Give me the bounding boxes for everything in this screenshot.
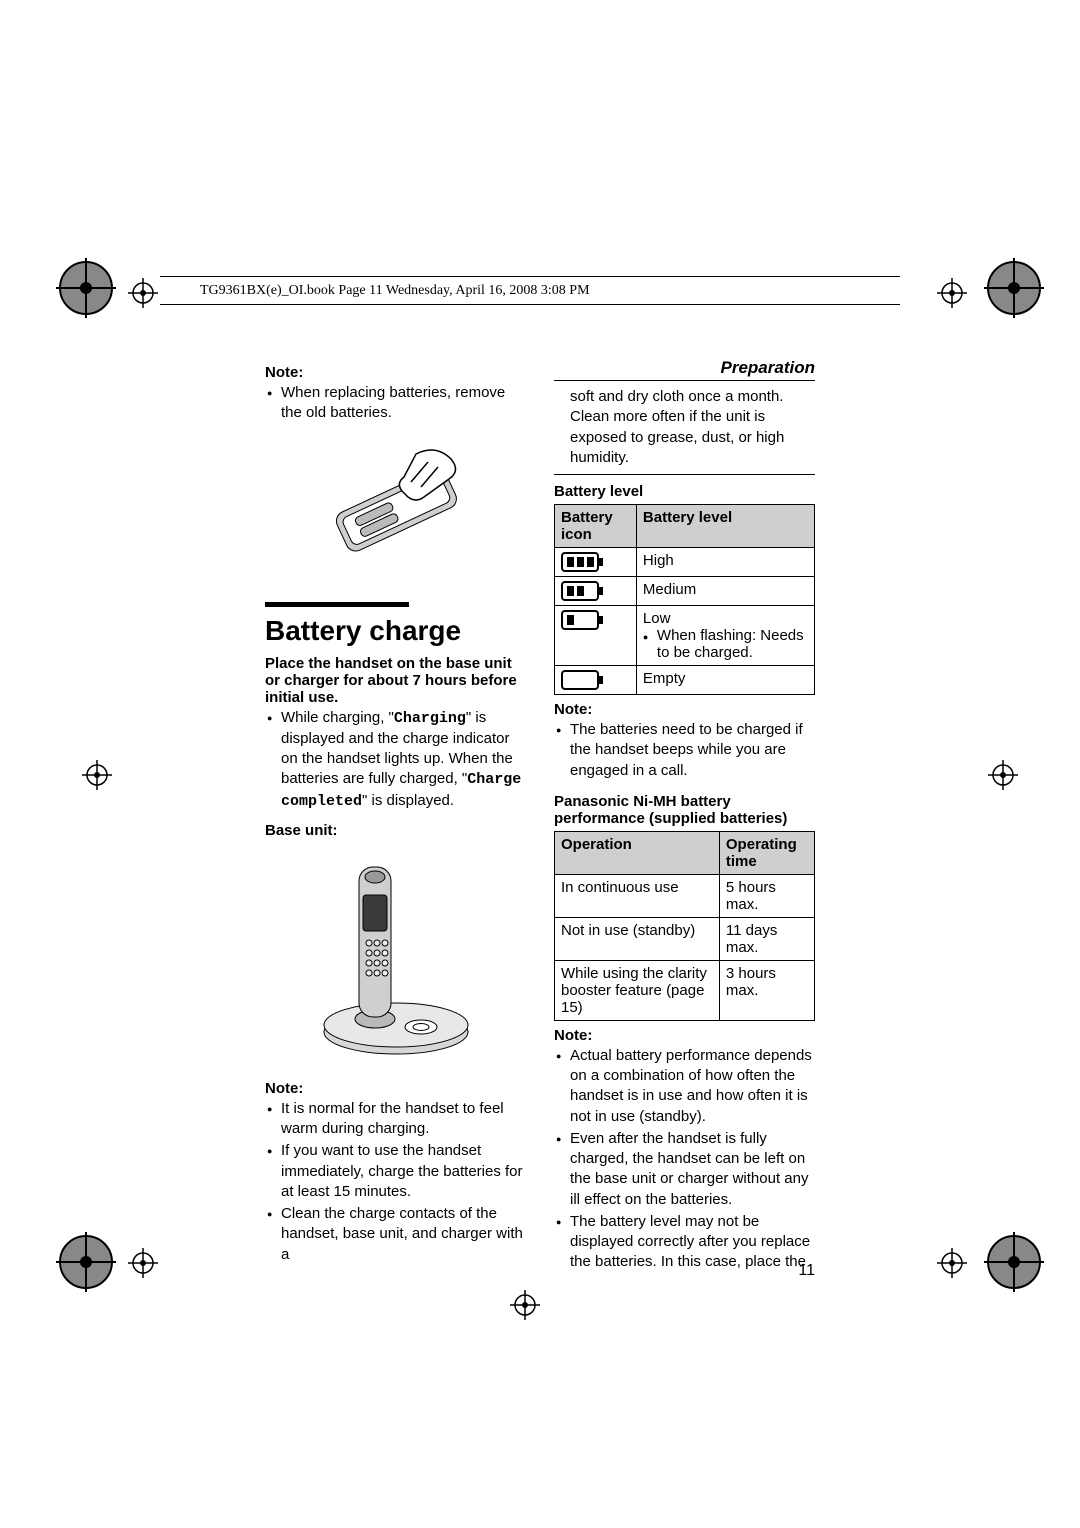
table-header: Battery icon	[555, 505, 637, 548]
note1-list: When replacing batteries, remove the old…	[265, 383, 526, 424]
text-fragment: " is displayed.	[362, 792, 454, 809]
note3-list: The batteries need to be charged if the …	[554, 720, 815, 781]
battery-icon-cell	[555, 577, 637, 606]
crop-mark-bot-left	[56, 1232, 116, 1292]
time-cell: 5 hours max.	[719, 874, 814, 917]
battery-icon-cell	[555, 548, 637, 577]
list-item: Even after the handset is fully charged,…	[554, 1129, 815, 1210]
charging-list: While charging, "Charging" is displayed …	[265, 708, 526, 812]
list-item: It is normal for the handset to feel war…	[265, 1099, 526, 1140]
table-header: Operating time	[719, 831, 814, 874]
base-unit-label: Base unit:	[265, 822, 526, 839]
performance-table: Operation Operating time In continuous u…	[554, 831, 815, 1021]
header-meta: TG9361BX(e)_OI.book Page 11 Wednesday, A…	[200, 283, 590, 299]
content-area: Note: When replacing batteries, remove t…	[265, 358, 815, 1256]
table-row: Empty	[555, 666, 815, 695]
left-column: Note: When replacing batteries, remove t…	[265, 358, 526, 1256]
table-header: Battery level	[636, 505, 814, 548]
table-row: While using the clarity booster feature …	[555, 960, 815, 1020]
battery-icon-cell	[555, 606, 637, 666]
crop-mark-mid-right	[988, 760, 1018, 790]
table-header: Operation	[555, 831, 720, 874]
section-divider	[265, 602, 409, 607]
time-cell: 11 days max.	[719, 917, 814, 960]
divider	[554, 474, 815, 475]
list-item: If you want to use the handset immediate…	[265, 1141, 526, 1202]
crop-mark-bot-left-small	[128, 1248, 158, 1278]
operation-cell: Not in use (standby)	[555, 917, 720, 960]
list-item: Actual battery performance depends on a …	[554, 1046, 815, 1127]
note-label-2: Note:	[265, 1080, 526, 1097]
battery-level-cell: Empty	[636, 666, 814, 695]
battery-level-cell: High	[636, 548, 814, 577]
list-item: The batteries need to be charged if the …	[554, 720, 815, 781]
right-column: Preparation soft and dry cloth once a mo…	[554, 358, 815, 1256]
figure-base-unit	[265, 847, 526, 1066]
table-row: In continuous use5 hours max.	[555, 874, 815, 917]
battery-level-cell: Medium	[636, 577, 814, 606]
operation-cell: In continuous use	[555, 874, 720, 917]
crop-mark-top-right-small	[937, 278, 967, 308]
crop-mark-top-right	[984, 258, 1044, 318]
header-rule-top	[160, 276, 900, 277]
intro-bold: Place the handset on the base unit or ch…	[265, 655, 526, 706]
page-number: 11	[798, 1262, 815, 1280]
figure-replace-batteries	[265, 434, 526, 588]
header-rule-bottom	[160, 304, 900, 305]
table-row: High	[555, 548, 815, 577]
crop-mark-bot-center	[510, 1290, 540, 1320]
note-label-4: Note:	[554, 1027, 815, 1044]
perf-heading: Panasonic Ni-MH battery performance (sup…	[554, 793, 815, 827]
operation-cell: While using the clarity booster feature …	[555, 960, 720, 1020]
crop-mark-mid-left	[82, 760, 112, 790]
battery-level-table: Battery icon Battery level High Medium L…	[554, 504, 815, 695]
table-row: Not in use (standby)11 days max.	[555, 917, 815, 960]
crop-mark-top-left-small	[128, 278, 158, 308]
heading-battery-charge: Battery charge	[265, 615, 526, 647]
battery-level-sub: When flashing: Needs to be charged.	[643, 627, 808, 661]
code-charging: Charging	[394, 710, 466, 727]
list-item: While charging, "Charging" is displayed …	[265, 708, 526, 812]
page: TG9361BX(e)_OI.book Page 11 Wednesday, A…	[0, 0, 1080, 1528]
list-item: When replacing batteries, remove the old…	[265, 383, 526, 424]
note4-list: Actual battery performance depends on a …	[554, 1046, 815, 1273]
crop-mark-top-left	[56, 258, 116, 318]
text-fragment: While charging, "	[281, 709, 394, 726]
crop-mark-bot-right	[984, 1232, 1044, 1292]
note2-list: It is normal for the handset to feel war…	[265, 1099, 526, 1265]
list-item: The battery level may not be displayed c…	[554, 1212, 815, 1273]
crop-mark-bot-right-small	[937, 1248, 967, 1278]
table-row: LowWhen flashing: Needs to be charged.	[555, 606, 815, 666]
note-label-3: Note:	[554, 701, 815, 718]
battery-icon-cell	[555, 666, 637, 695]
carry-over-text: soft and dry cloth once a month. Clean m…	[554, 387, 815, 468]
battery-level-cell: LowWhen flashing: Needs to be charged.	[636, 606, 814, 666]
battery-level-heading: Battery level	[554, 483, 815, 500]
section-title: Preparation	[554, 358, 815, 381]
list-item: Clean the charge contacts of the handset…	[265, 1204, 526, 1265]
table-row: Medium	[555, 577, 815, 606]
note-label-1: Note:	[265, 364, 526, 381]
time-cell: 3 hours max.	[719, 960, 814, 1020]
